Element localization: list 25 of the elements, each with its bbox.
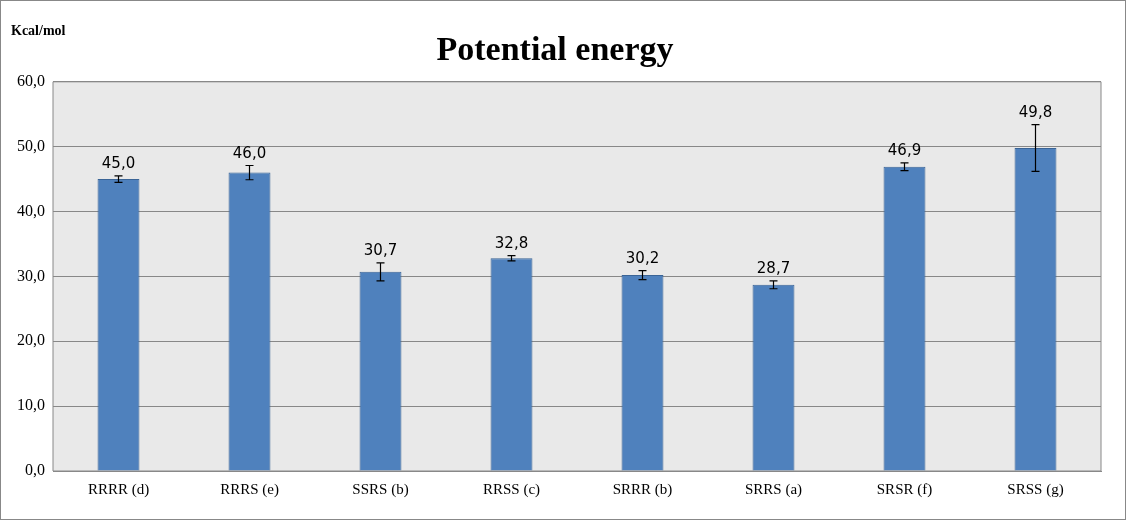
- data-label: 46,0: [232, 143, 267, 162]
- data-label: 32,8: [494, 234, 529, 253]
- x-tick-label: SSRS (b): [352, 480, 409, 498]
- y-tick-label: 40,0: [17, 201, 45, 219]
- data-label: 45,0: [101, 154, 136, 173]
- x-tick-label: SRRS (a): [744, 480, 803, 498]
- data-label: 46,9: [887, 141, 922, 160]
- y-tick-label: 30,0: [17, 266, 45, 284]
- y-axis-title: Kcal/mol: [11, 22, 66, 38]
- data-label: 30,7: [363, 241, 398, 260]
- data-label: 49,8: [1018, 103, 1053, 121]
- y-tick-label: 60,0: [17, 72, 45, 89]
- y-tick-label: 20,0: [17, 331, 45, 349]
- y-tick-label: 0,0: [25, 461, 45, 479]
- chart-title: Potential energy: [436, 30, 674, 68]
- x-tick-label: RRRR (d): [87, 480, 150, 498]
- y-tick-label: 10,0: [17, 396, 45, 414]
- x-tick-label: SRRR (b): [612, 480, 673, 498]
- x-tick-label: SRSS (g): [1007, 480, 1064, 498]
- data-label: 28,7: [756, 259, 791, 278]
- x-tick-label: RRSS (c): [482, 480, 541, 498]
- x-tick-label: RRRS (e): [220, 480, 279, 498]
- x-tick-label: SRSR (f): [876, 480, 933, 498]
- data-label: 30,2: [625, 248, 660, 267]
- y-tick-label: 50,0: [17, 136, 45, 154]
